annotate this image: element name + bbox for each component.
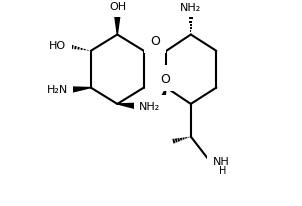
Polygon shape xyxy=(117,104,136,109)
Polygon shape xyxy=(160,88,166,101)
Text: HO: HO xyxy=(49,41,66,51)
Text: H₂N: H₂N xyxy=(47,85,68,95)
Text: NH₂: NH₂ xyxy=(180,3,201,13)
Polygon shape xyxy=(115,16,120,35)
Text: NH₂: NH₂ xyxy=(139,101,161,111)
Text: NH: NH xyxy=(213,156,230,166)
Text: O: O xyxy=(150,35,160,48)
Polygon shape xyxy=(71,88,91,93)
Text: OH: OH xyxy=(110,2,127,12)
Text: H: H xyxy=(219,165,226,175)
Text: O: O xyxy=(160,72,170,85)
